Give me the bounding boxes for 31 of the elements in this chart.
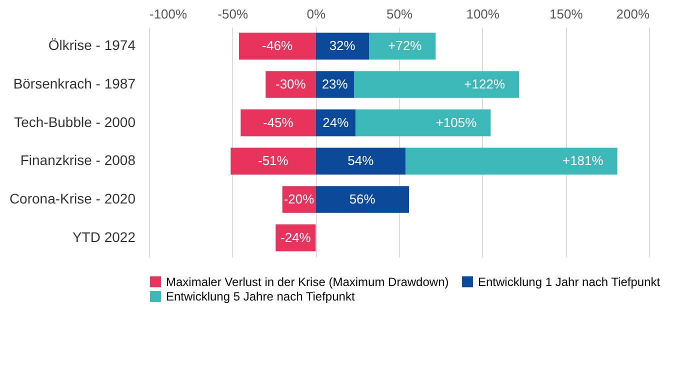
legend-label: Entwicklung 1 Jahr nach Tiefpunkt bbox=[478, 274, 661, 289]
data-label: -45% bbox=[262, 114, 294, 130]
legend-label: Maximaler Verlust in der Krise (Maximum Drawdown) bbox=[166, 274, 449, 289]
y-tick-label: YTD 2022 bbox=[72, 228, 136, 245]
y-tick-label: Corona-Krise - 2020 bbox=[9, 190, 136, 206]
y-tick-label: Tech-Bubble - 2000 bbox=[14, 114, 136, 130]
annotation: +105% bbox=[436, 114, 478, 130]
data-label: -51% bbox=[258, 153, 289, 168]
data-label: 24% bbox=[322, 114, 350, 130]
y-tick-label: Börsenkrach - 1987 bbox=[13, 76, 136, 92]
x-tick-label: 0% bbox=[306, 6, 326, 22]
legend-label: Entwicklung 5 Jahre nach Tiefpunkt bbox=[166, 290, 356, 304]
data-label: 32% bbox=[329, 38, 356, 54]
x-tick-label: 200% bbox=[616, 6, 650, 22]
x-tick-label: -50% bbox=[218, 6, 248, 22]
data-label: -20% bbox=[284, 192, 315, 206]
data-label: 54% bbox=[348, 153, 374, 168]
data-label: 56% bbox=[349, 192, 376, 206]
annotation: +122% bbox=[464, 76, 506, 92]
x-tick-label: 100% bbox=[466, 6, 500, 22]
y-tick-label: Ölkrise - 1974 bbox=[48, 37, 136, 54]
data-label: -24% bbox=[280, 230, 312, 245]
annotation: +72% bbox=[388, 38, 422, 54]
x-tick-label: -100% bbox=[150, 6, 188, 22]
y-tick-label: Finanzkrise - 2008 bbox=[20, 152, 136, 168]
data-label: 23% bbox=[322, 76, 348, 92]
annotation: +181% bbox=[562, 153, 604, 168]
data-label: -46% bbox=[262, 38, 293, 54]
data-label: -30% bbox=[275, 76, 306, 92]
x-tick-label: 50% bbox=[386, 6, 413, 22]
x-tick-label: 150% bbox=[550, 6, 584, 22]
